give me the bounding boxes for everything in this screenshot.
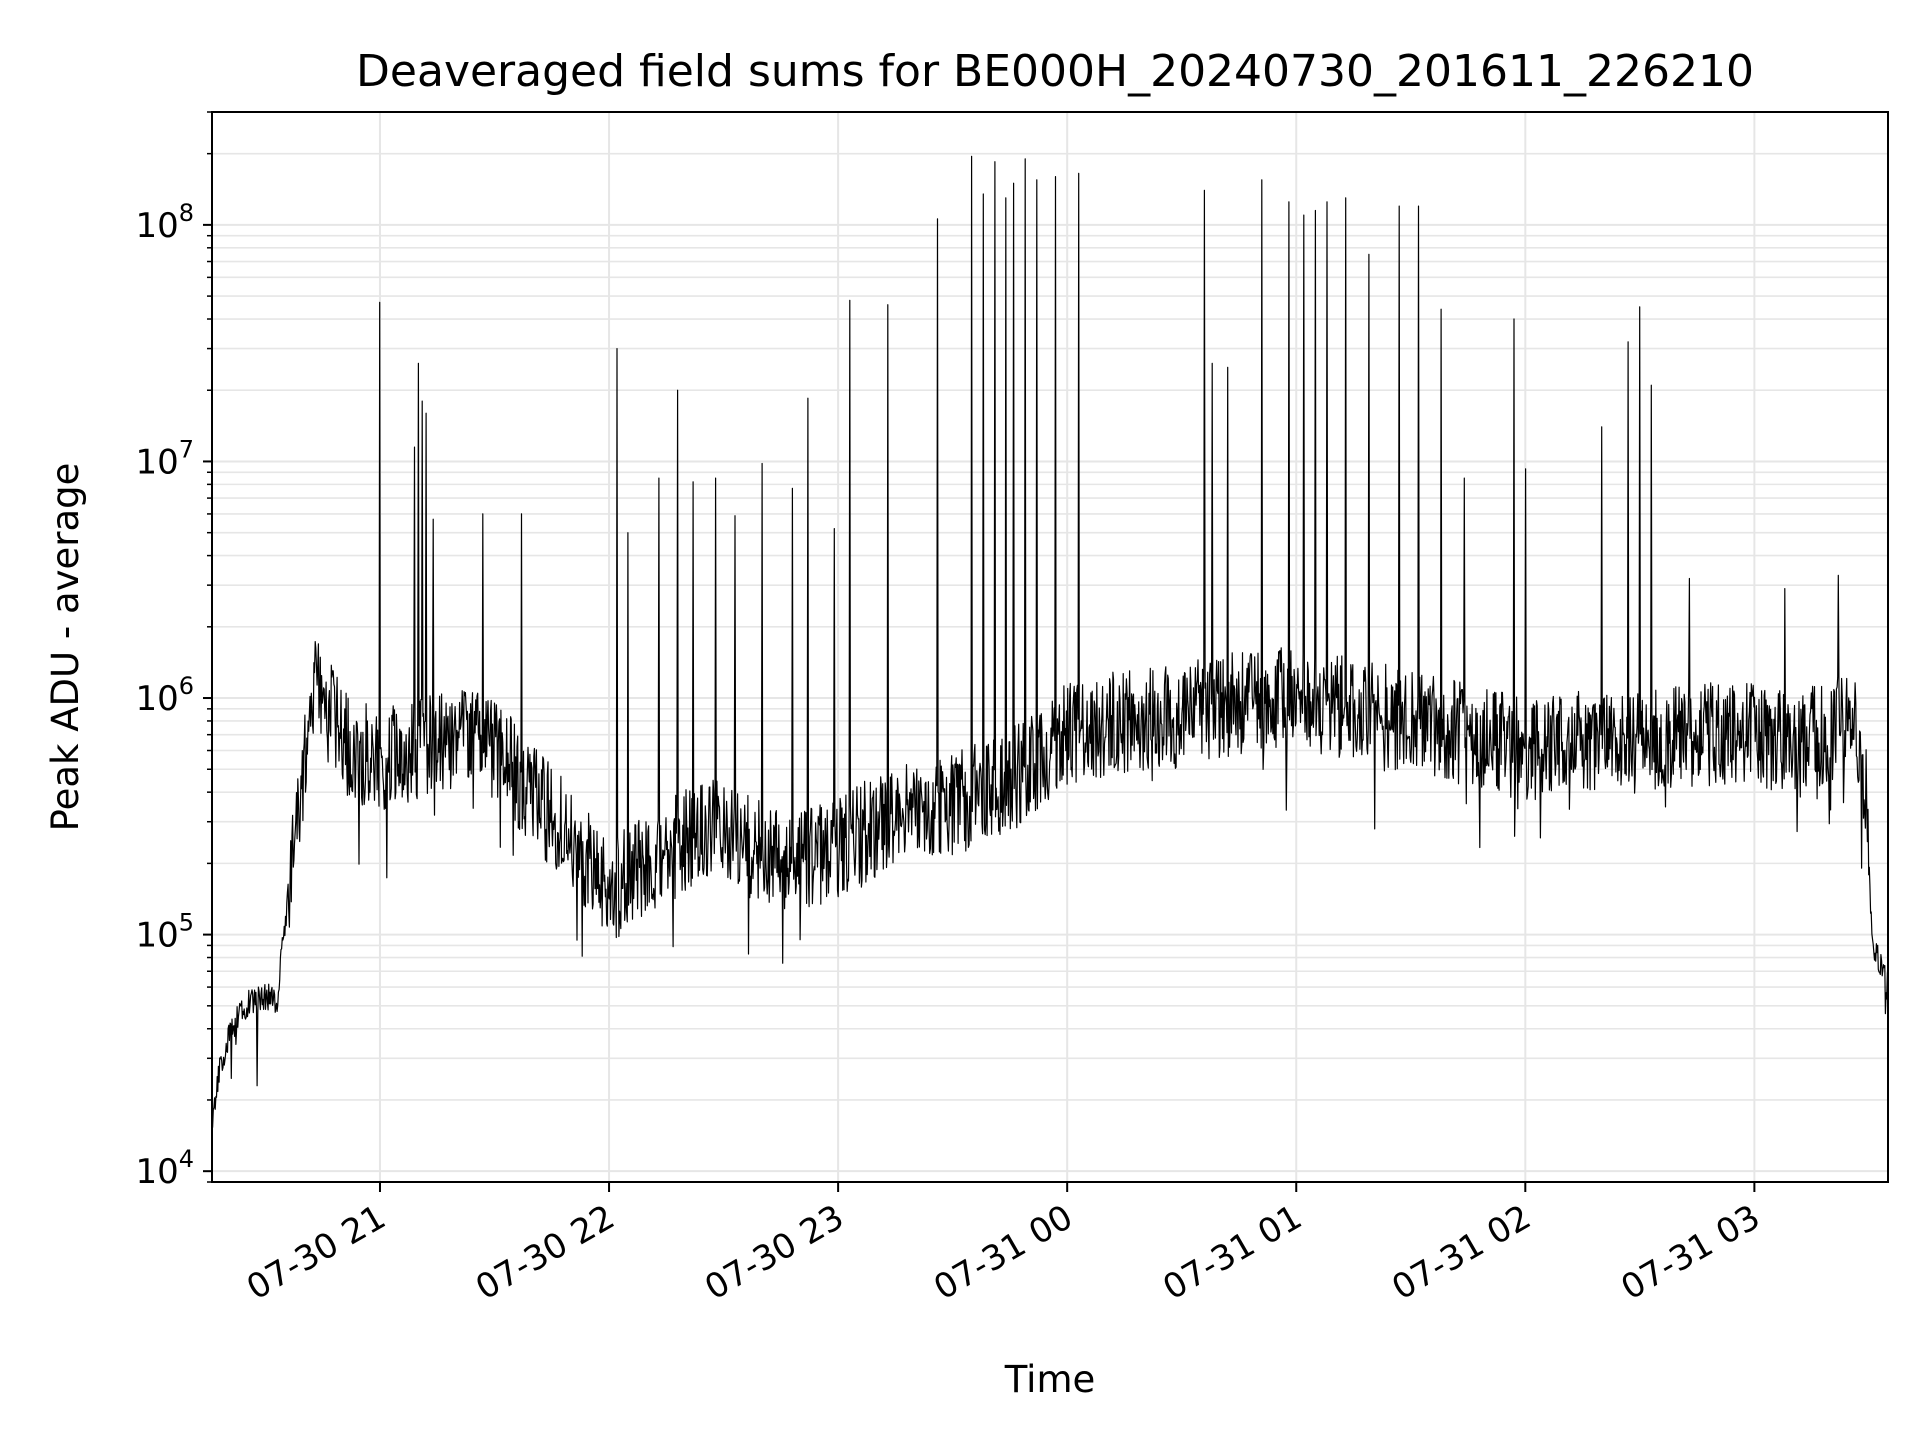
- y-tick-label: 108: [135, 199, 194, 246]
- y-tick-label-base: 10: [135, 1152, 178, 1192]
- y-tick-label-exponent: 7: [179, 435, 194, 463]
- y-tick-label-exponent: 8: [179, 199, 194, 227]
- y-axis-label: Peak ADU - average: [44, 463, 87, 832]
- y-tick-label-base: 10: [135, 679, 178, 719]
- y-tick-label: 104: [135, 1145, 194, 1192]
- grid-lines: [212, 111, 1888, 1183]
- y-tick-label-base: 10: [135, 916, 178, 956]
- y-tick-label: 106: [135, 672, 194, 719]
- plot-frame: [211, 111, 1889, 1183]
- x-axis-label: Time: [1004, 1358, 1096, 1401]
- y-tick-label-exponent: 6: [179, 672, 194, 700]
- y-tick-label-base: 10: [135, 206, 178, 246]
- series-line: [211, 155, 1889, 1128]
- y-tick-label: 105: [135, 909, 194, 956]
- chart-title: Deaveraged field sums for BE000H_2024073…: [356, 46, 1754, 97]
- y-tick-label-base: 10: [135, 442, 178, 482]
- y-tick-label: 107: [135, 435, 194, 482]
- y-tick-label-exponent: 5: [179, 909, 194, 937]
- y-tick-label-exponent: 4: [179, 1145, 194, 1173]
- data-series: [211, 155, 1889, 1128]
